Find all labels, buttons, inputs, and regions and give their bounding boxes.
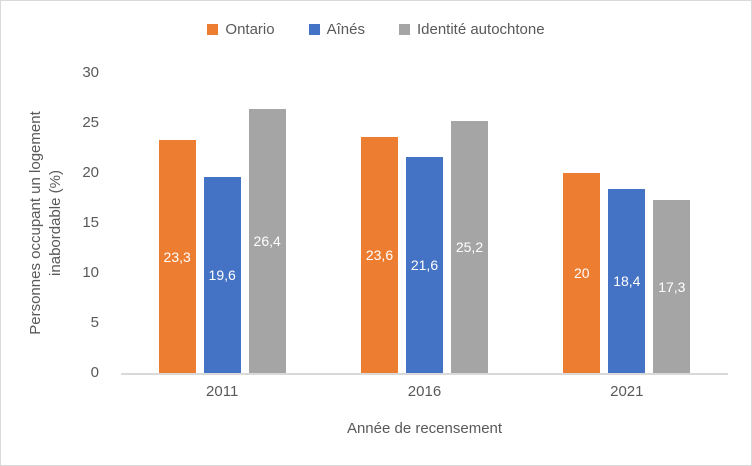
y-tick-label: 30 [82, 64, 99, 81]
bar-value-label: 18,4 [613, 273, 641, 289]
legend-item-identite-autochtone: Identité autochtone [398, 21, 545, 38]
y-tick-label: 25 [82, 114, 99, 131]
y-tick-label: 5 [90, 314, 99, 331]
bar-group-2021: 20 18,4 17,3 [526, 73, 728, 373]
bar-ontario-2011: 23,3 [158, 140, 196, 373]
bar-aines-2021: 18,4 [608, 189, 646, 373]
legend-label: Ontario [225, 21, 275, 38]
legend-label: Identité autochtone [416, 21, 545, 38]
x-tick-label: 2016 [407, 383, 442, 400]
y-tick-label: 15 [82, 214, 99, 231]
legend-item-ontario: Ontario [207, 21, 275, 38]
y-tick-label: 10 [82, 264, 99, 281]
legend-swatch-identite-autochtone [398, 24, 410, 35]
legend-swatch-aines [308, 24, 320, 35]
bar-value-label: 23,3 [163, 248, 191, 265]
bar-identite-autochtone-2016: 25,2 [450, 121, 488, 373]
bar-ontario-2016: 23,6 [360, 137, 398, 373]
bar-aines-2011: 19,6 [203, 177, 241, 373]
bar-value-label: 26,4 [253, 233, 281, 249]
x-tick-label: 2021 [610, 383, 644, 400]
bar-value-label: 20 [574, 265, 590, 281]
bar-value-label: 21,6 [410, 257, 439, 273]
x-axis-labels: 2011 2016 2021 [121, 383, 728, 400]
bar-identite-autochtone-2021: 17,3 [653, 200, 691, 373]
legend-item-aines: Aînés [308, 21, 365, 38]
bar-value-label: 17,3 [658, 278, 686, 295]
bar-value-label: 25,2 [455, 239, 484, 255]
bar-group-2011: 23,3 19,6 26,4 [121, 73, 323, 373]
bar-aines-2016: 21,6 [405, 157, 443, 373]
bar-value-label: 19,6 [208, 267, 236, 283]
x-tick-label: 2011 [206, 383, 239, 400]
bar-value-label: 23,6 [365, 247, 394, 263]
plot-area: 23,3 19,6 26,4 23,6 21,6 25,2 20 18,4 17,3 [121, 73, 728, 375]
legend-swatch-ontario [207, 24, 219, 35]
y-tick-label: 0 [90, 364, 99, 381]
legend-label: Aînés [326, 21, 365, 38]
x-axis-title: Année de recensement [346, 420, 503, 437]
bar-ontario-2021: 20 [563, 173, 601, 373]
bar-identite-autochtone-2011: 26,4 [248, 109, 286, 373]
bar-group-2016: 23,6 21,6 25,2 [323, 73, 525, 373]
y-axis-ticks: 0 5 10 15 20 25 30 [1, 64, 101, 381]
legend: Ontario Aînés Identité autochtone [1, 21, 751, 38]
y-tick-label: 20 [82, 164, 99, 181]
